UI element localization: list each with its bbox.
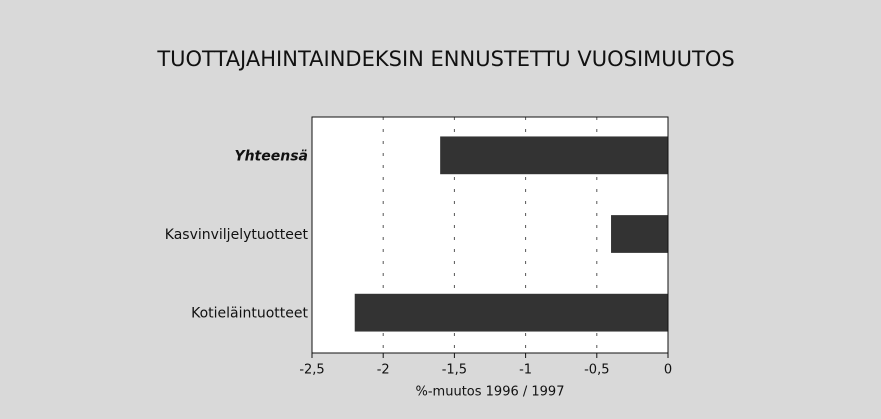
x-tick-label: -2 [377, 363, 390, 378]
chart-title: TUOTTAJAHINTAINDEKSIN ENNUSTETTU VUOSIMU… [156, 47, 734, 71]
y-tick-label: Yhteensä [234, 148, 308, 164]
bar [440, 136, 668, 175]
bar [611, 215, 668, 253]
x-axis-label: %-muutos 1996 / 1997 [416, 385, 565, 400]
y-tick-label: Kotieläintuotteet [191, 306, 308, 322]
y-tick-label: Kasvinviljelytuotteet [165, 227, 309, 243]
x-tick-label: -1 [519, 363, 532, 378]
plot-border [311, 116, 669, 354]
bar [354, 293, 668, 332]
x-tick-label: -1,5 [442, 363, 467, 378]
x-tick-label: 0 [664, 363, 672, 378]
x-tick-label: -2,5 [299, 363, 324, 378]
x-tick-label: -0,5 [584, 363, 609, 378]
